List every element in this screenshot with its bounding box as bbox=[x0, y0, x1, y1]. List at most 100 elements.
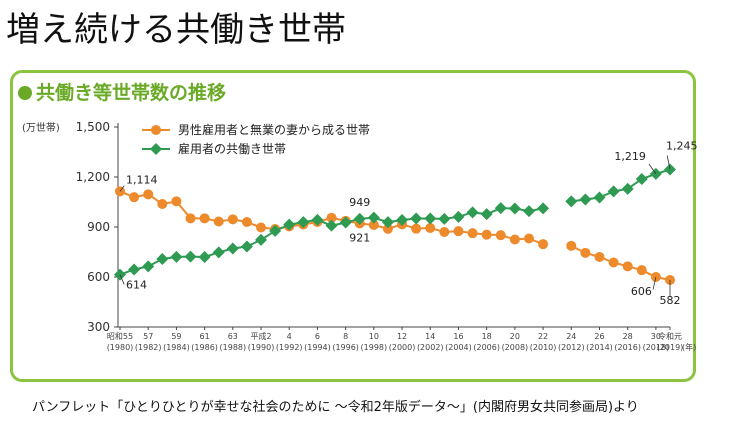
x-tick-label: 18 bbox=[482, 332, 492, 341]
data-point-circle bbox=[326, 212, 337, 223]
annotation-leader bbox=[119, 185, 125, 192]
data-label: 582 bbox=[660, 294, 681, 307]
x-tick-label: (1980) bbox=[107, 343, 134, 352]
data-point-diamond bbox=[311, 213, 324, 226]
x-tick-label: (2008) bbox=[502, 343, 529, 352]
data-point-circle bbox=[523, 233, 534, 244]
data-point-diamond bbox=[226, 242, 239, 255]
x-tick-label: 20 bbox=[510, 332, 520, 341]
data-point-diamond bbox=[184, 250, 197, 263]
data-point-circle bbox=[185, 213, 196, 224]
data-label: 1,219 bbox=[614, 150, 646, 163]
data-point-diamond bbox=[424, 212, 437, 225]
data-point-diamond bbox=[565, 195, 578, 208]
x-tick-label: (2010) bbox=[530, 343, 557, 352]
data-point-circle bbox=[157, 199, 168, 209]
data-point-diamond bbox=[198, 251, 211, 263]
x-tick-label: 8 bbox=[343, 332, 348, 341]
data-point-circle bbox=[580, 247, 591, 258]
x-axis-unit: (年) bbox=[682, 342, 696, 352]
y-tick-label: 1,200 bbox=[76, 170, 110, 184]
data-point-circle bbox=[495, 230, 506, 241]
data-point-diamond bbox=[537, 202, 550, 215]
data-label: 949 bbox=[349, 196, 370, 209]
x-tick-label: (1986) bbox=[191, 343, 218, 352]
data-point-circle bbox=[227, 214, 238, 225]
data-point-circle bbox=[439, 227, 450, 237]
data-point-circle bbox=[636, 265, 647, 276]
data-point-diamond bbox=[128, 263, 141, 276]
data-point-diamond bbox=[621, 182, 634, 195]
annotation-leader bbox=[648, 163, 657, 175]
chart-title: 共働き等世帯数の推移 bbox=[18, 78, 226, 105]
annotation-leader bbox=[666, 155, 671, 170]
x-tick-label: 30 bbox=[651, 332, 661, 341]
chart-frame bbox=[10, 70, 696, 382]
data-point-circle bbox=[241, 217, 252, 227]
data-point-circle bbox=[411, 223, 422, 234]
y-axis-unit: (万世帯) bbox=[22, 121, 60, 134]
data-point-diamond bbox=[508, 202, 521, 215]
data-point-diamond bbox=[607, 185, 620, 198]
legend-marker-diamond bbox=[150, 143, 162, 155]
x-tick-label: (2014) bbox=[586, 343, 613, 352]
data-point-circle bbox=[509, 234, 520, 245]
data-point-diamond bbox=[269, 224, 282, 237]
data-point-diamond bbox=[593, 191, 606, 204]
data-label: 921 bbox=[349, 232, 370, 245]
y-tick-label: 900 bbox=[87, 220, 110, 234]
data-point-diamond bbox=[367, 211, 380, 224]
data-point-circle bbox=[143, 189, 154, 200]
x-tick-label: 14 bbox=[425, 332, 435, 341]
data-point-diamond bbox=[212, 246, 225, 259]
data-point-diamond bbox=[466, 206, 479, 219]
x-tick-label: 12 bbox=[397, 332, 407, 341]
x-tick-label: (1982) bbox=[135, 343, 162, 352]
x-tick-label: (1998) bbox=[361, 343, 388, 352]
x-tick-label: 平成2 bbox=[250, 331, 271, 341]
data-point-diamond bbox=[635, 173, 648, 185]
data-label: 1,245 bbox=[666, 140, 698, 153]
bullet-icon bbox=[18, 86, 32, 100]
x-tick-label: (1992) bbox=[276, 343, 303, 352]
x-tick-label: (2012) bbox=[558, 343, 585, 352]
data-point-diamond bbox=[396, 214, 409, 226]
x-tick-label: 28 bbox=[623, 332, 633, 341]
annotation-leader bbox=[119, 274, 125, 285]
data-point-diamond bbox=[255, 233, 268, 246]
x-tick-label: (1984) bbox=[163, 343, 190, 352]
data-point-circle bbox=[171, 196, 182, 207]
x-tick-label: 24 bbox=[566, 332, 576, 341]
annotation-leader bbox=[652, 276, 657, 290]
y-tick-label: 600 bbox=[87, 270, 110, 284]
x-tick-label: (2006) bbox=[473, 343, 500, 352]
x-tick-label: 59 bbox=[171, 332, 181, 341]
x-tick-label: 26 bbox=[594, 332, 604, 341]
page-title: 増え続ける共働き世帯 bbox=[6, 10, 346, 50]
x-tick-label: (2000) bbox=[389, 343, 416, 352]
data-point-diamond bbox=[410, 212, 423, 225]
data-point-diamond bbox=[325, 219, 338, 232]
source-note: パンフレット「ひとりひとりが幸せな社会のために ～令和2年版データ～」(内閣府男… bbox=[32, 400, 639, 415]
data-label: 614 bbox=[126, 279, 147, 292]
data-point-circle bbox=[213, 216, 224, 227]
data-point-circle bbox=[538, 239, 549, 250]
data-label: 1,114 bbox=[126, 173, 158, 186]
data-point-diamond bbox=[297, 216, 310, 229]
data-point-diamond bbox=[353, 212, 366, 225]
data-point-circle bbox=[566, 240, 577, 251]
data-point-circle bbox=[199, 213, 210, 224]
x-tick-label: 22 bbox=[538, 332, 548, 341]
data-point-diamond bbox=[142, 260, 155, 273]
data-point-diamond bbox=[452, 210, 465, 223]
y-tick-label: 300 bbox=[87, 320, 110, 334]
legend-entry: 雇用者の共働き世帯 bbox=[178, 141, 286, 156]
data-point-circle bbox=[467, 228, 478, 239]
data-point-diamond bbox=[579, 193, 592, 206]
chart-title-text: 共働き等世帯数の推移 bbox=[36, 82, 227, 104]
x-tick-label: 57 bbox=[143, 332, 153, 341]
data-point-circle bbox=[608, 257, 619, 268]
data-point-diamond bbox=[240, 240, 253, 253]
x-tick-label: 61 bbox=[200, 332, 210, 341]
